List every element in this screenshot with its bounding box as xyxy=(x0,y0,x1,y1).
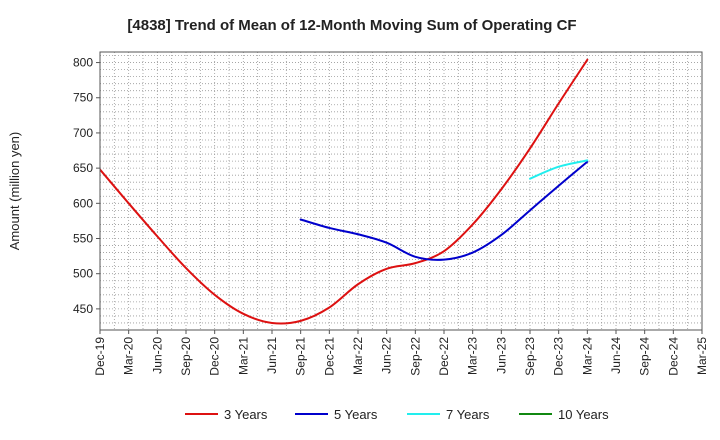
x-tick-label: Jun-20 xyxy=(150,337,164,374)
legend-item-7-years: 7 Years xyxy=(407,407,490,422)
series-layer xyxy=(100,58,589,325)
grid-layer xyxy=(99,52,703,331)
y-tick-label: 650 xyxy=(73,161,93,175)
x-tick-label: Mar-21 xyxy=(236,337,250,375)
x-tick-label: Dec-19 xyxy=(93,337,107,376)
axis-layer: 450 500 550 600 650 700 750 800 Dec-19 Mar-20 Jun-… xyxy=(73,51,709,376)
legend-label-3-years: 3 Years xyxy=(224,407,268,422)
x-tick-label: Mar-22 xyxy=(351,337,365,375)
x-tick-label: Jun-24 xyxy=(609,337,623,374)
x-tick-label: Mar-25 xyxy=(695,337,709,375)
y-tick-label: 600 xyxy=(73,196,93,210)
chart-title: [4838] Trend of Mean of 12-Month Moving … xyxy=(127,17,576,34)
legend-item-3-years: 3 Years xyxy=(185,407,268,422)
y-tick-label: 750 xyxy=(73,91,93,105)
x-tick-label: Jun-21 xyxy=(265,337,279,374)
legend-label-5-years: 5 Years xyxy=(334,407,378,422)
y-tick-label: 700 xyxy=(73,126,93,140)
x-tick-label: Jun-22 xyxy=(380,337,394,374)
x-tick-label: Sep-24 xyxy=(638,337,652,376)
x-tick-label: Dec-22 xyxy=(437,337,451,376)
y-tick-label: 800 xyxy=(73,56,93,70)
x-tick-label: Mar-23 xyxy=(466,337,480,375)
x-tick-label: Jun-23 xyxy=(494,337,508,374)
series-line-5-years xyxy=(299,160,589,261)
series-line-7-years xyxy=(529,159,589,180)
legend-item-10-years: 10 Years xyxy=(519,407,609,422)
x-tick-label: Sep-22 xyxy=(408,337,422,376)
x-tick-label: Mar-24 xyxy=(580,337,594,375)
plot-frame xyxy=(99,51,703,331)
x-tick-label: Sep-20 xyxy=(179,337,193,376)
x-tick-label: Sep-21 xyxy=(294,337,308,376)
x-tick-label: Dec-21 xyxy=(322,337,336,376)
y-tick-label: 500 xyxy=(73,267,93,281)
y-axis-label: Amount (million yen) xyxy=(7,132,22,251)
x-tick-label: Dec-24 xyxy=(666,337,680,376)
legend-label-7-years: 7 Years xyxy=(446,407,490,422)
x-tick-label: Sep-23 xyxy=(523,337,537,376)
legend-label-10-years: 10 Years xyxy=(558,407,609,422)
x-tick-label: Mar-20 xyxy=(122,337,136,375)
y-tick-label: 450 xyxy=(73,302,93,316)
series-line-3-years xyxy=(100,58,589,325)
legend-item-5-years: 5 Years xyxy=(295,407,378,422)
x-tick-label: Dec-23 xyxy=(552,337,566,376)
y-tick-label: 550 xyxy=(73,232,93,246)
x-tick-label: Dec-20 xyxy=(208,337,222,376)
legend: 3 Years 5 Years 7 Years 10 Years xyxy=(185,407,609,422)
